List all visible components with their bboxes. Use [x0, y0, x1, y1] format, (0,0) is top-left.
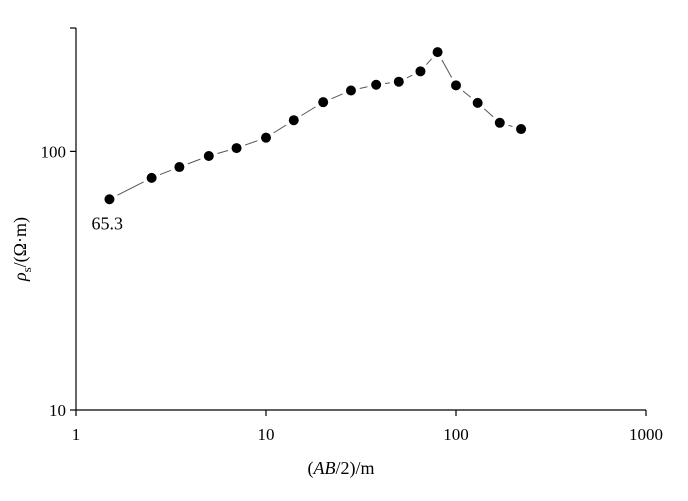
series-0-point-0 — [104, 194, 115, 205]
series-0-point-12 — [432, 47, 443, 58]
series-0-segment-6 — [301, 106, 316, 116]
series-0-point-13 — [451, 80, 461, 91]
x-axis-label: (AB/2)/m — [308, 458, 375, 479]
series-0-point-5 — [261, 132, 271, 143]
series-0-point-16 — [516, 124, 527, 135]
series-0-point-8 — [345, 85, 356, 96]
x-tick-label-1: 10 — [258, 425, 275, 444]
x-tick-label-0: 1 — [72, 425, 81, 444]
series-0-segment-13 — [462, 90, 471, 98]
y-tick-label-0: 10 — [49, 401, 66, 420]
series-0-point-3 — [203, 150, 214, 161]
series-0-segment-15 — [508, 124, 513, 127]
series-0-point-6 — [288, 115, 299, 126]
series-0-point-1 — [146, 172, 157, 183]
series-0-segment-7 — [331, 93, 343, 100]
series-0-segment-3 — [217, 150, 229, 154]
series-0-segment-9 — [385, 82, 390, 85]
series-0-segment-1 — [159, 169, 172, 176]
series-0-segment-12 — [441, 59, 453, 78]
series-0-point-4 — [231, 143, 242, 154]
series-0-point-7 — [318, 97, 329, 108]
y-axis-label: ρs/(Ω·m) — [10, 217, 34, 282]
y-tick-label-1: 100 — [41, 142, 67, 161]
series-0-segment-0 — [117, 181, 144, 196]
series-0-point-2 — [174, 162, 185, 173]
annotation-0: 65.3 — [91, 213, 123, 233]
series-0-point-15 — [494, 117, 505, 128]
series-0-segment-4 — [244, 140, 258, 146]
series-0-segment-14 — [484, 108, 494, 118]
series-0-point-14 — [472, 97, 483, 108]
series-0-segment-8 — [359, 86, 368, 89]
series-0-point-10 — [393, 76, 404, 87]
series-0-segment-10 — [406, 74, 413, 79]
series-0-segment-5 — [273, 124, 287, 134]
series-0-segment-2 — [187, 158, 201, 165]
series-0-point-11 — [415, 66, 426, 77]
series-0-segment-11 — [426, 58, 432, 65]
x-tick-label-3: 1000 — [629, 425, 663, 444]
x-tick-label-2: 100 — [443, 425, 469, 444]
series-0-point-9 — [371, 79, 382, 90]
